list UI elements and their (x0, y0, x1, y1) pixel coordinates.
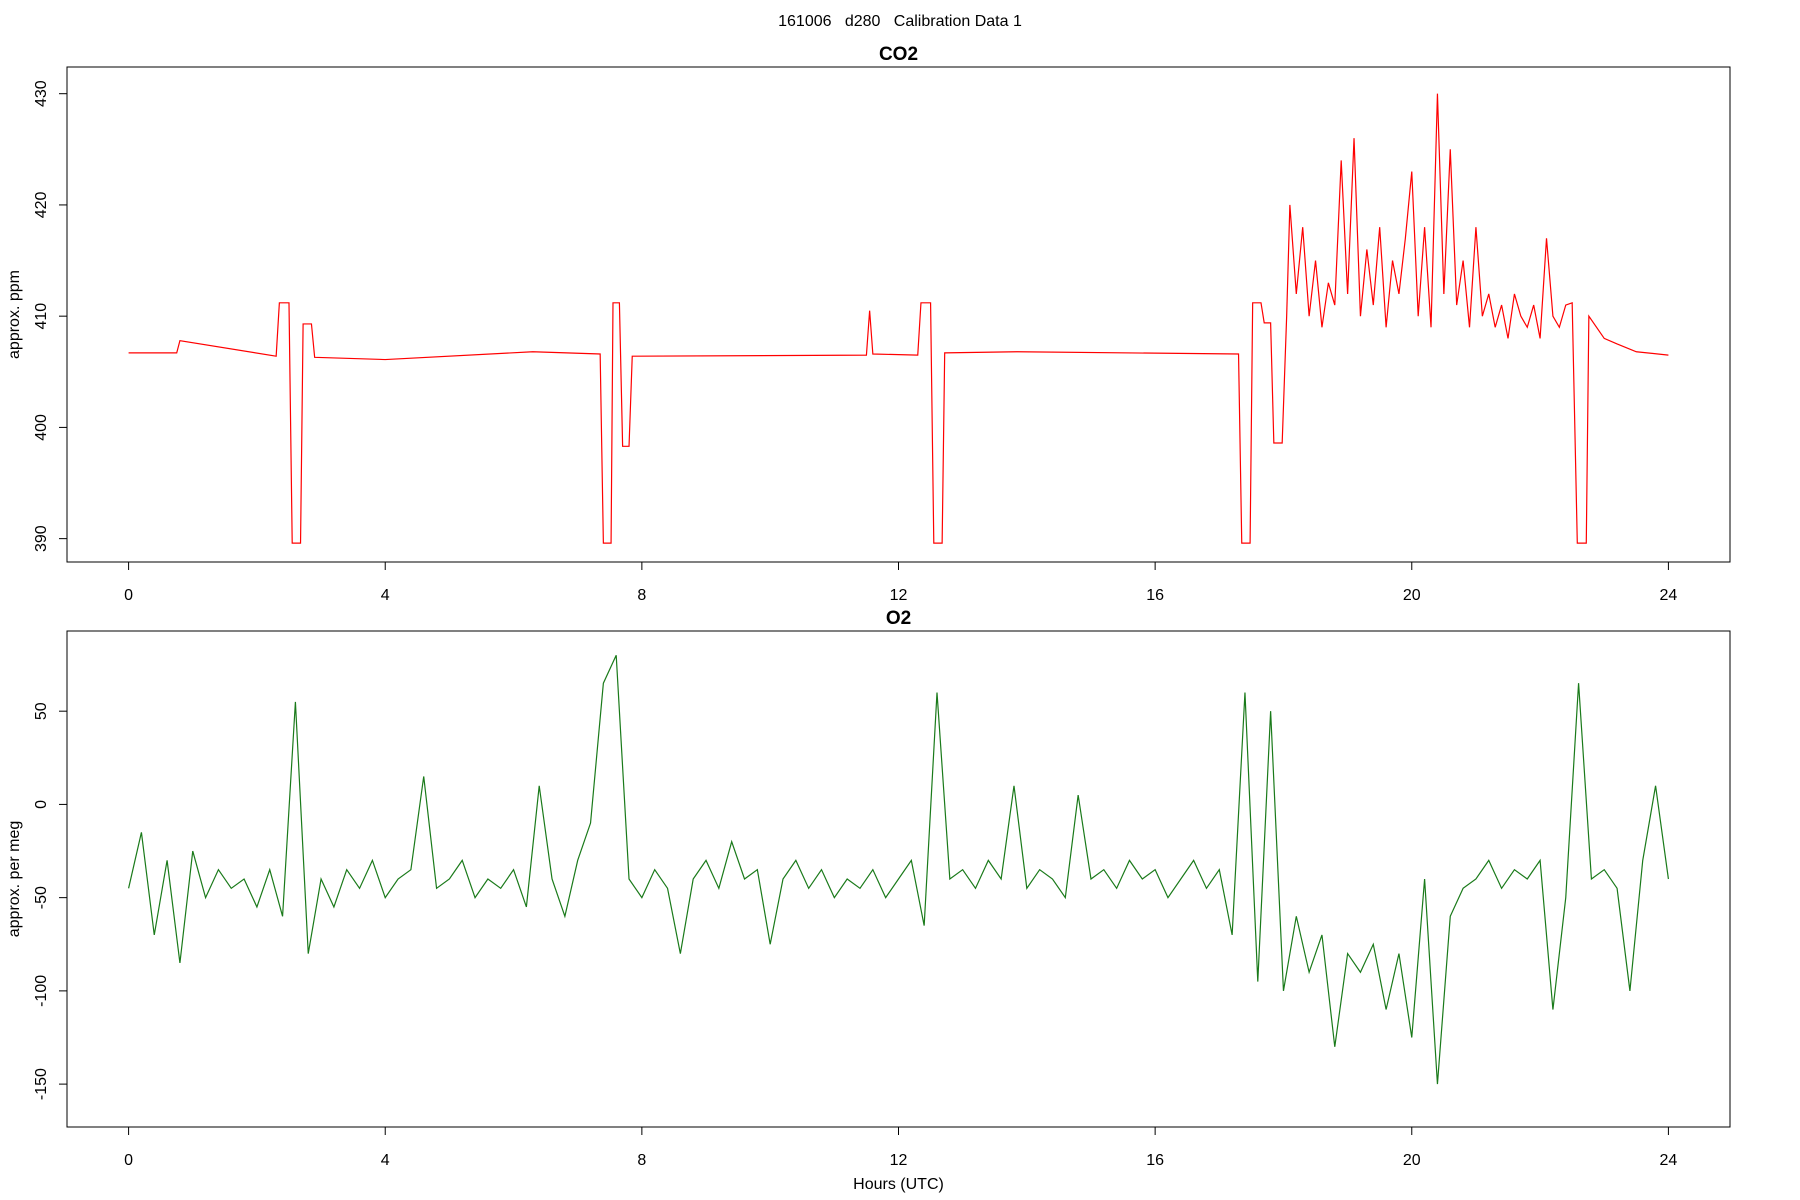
y-tick-label: -100 (33, 975, 50, 1007)
x-tick-label: 24 (1660, 587, 1678, 604)
y-tick-label: 410 (33, 303, 50, 330)
x-tick-label: 20 (1403, 587, 1421, 604)
panel-title: O2 (886, 608, 911, 629)
y-tick-label: -50 (33, 886, 50, 909)
x-tick-label: 0 (124, 587, 133, 604)
x-tick-label: 8 (637, 587, 646, 604)
y-axis-label: approx. ppm (6, 270, 23, 359)
y-tick-label: 430 (33, 80, 50, 107)
y-tick-label: 420 (33, 191, 50, 218)
y-tick-label: 400 (33, 414, 50, 441)
y-tick-label: 50 (33, 702, 50, 720)
x-tick-label: 24 (1660, 1152, 1678, 1169)
x-tick-label: 12 (890, 1152, 908, 1169)
x-tick-label: 12 (890, 587, 908, 604)
y-tick-label: 390 (33, 525, 50, 552)
plot-frame (66, 66, 1731, 563)
x-tick-label: 0 (124, 1152, 133, 1169)
y-tick-label: 0 (33, 800, 50, 809)
y-tick-label: -150 (33, 1068, 50, 1100)
page-title: 161006 d280 Calibration Data 1 (778, 13, 1022, 30)
y-axis-label: approx. per meg (6, 821, 23, 938)
x-tick-label: 16 (1146, 1152, 1164, 1169)
data-line (128, 93, 1669, 544)
x-tick-label: 8 (637, 1152, 646, 1169)
panel-title: CO2 (879, 44, 918, 65)
x-tick-label: 4 (381, 587, 390, 604)
x-tick-label: 16 (1146, 587, 1164, 604)
x-tick-label: 20 (1403, 1152, 1421, 1169)
x-tick-label: 4 (381, 1152, 390, 1169)
x-axis-label: Hours (UTC) (853, 1176, 944, 1193)
data-line (128, 654, 1670, 1085)
